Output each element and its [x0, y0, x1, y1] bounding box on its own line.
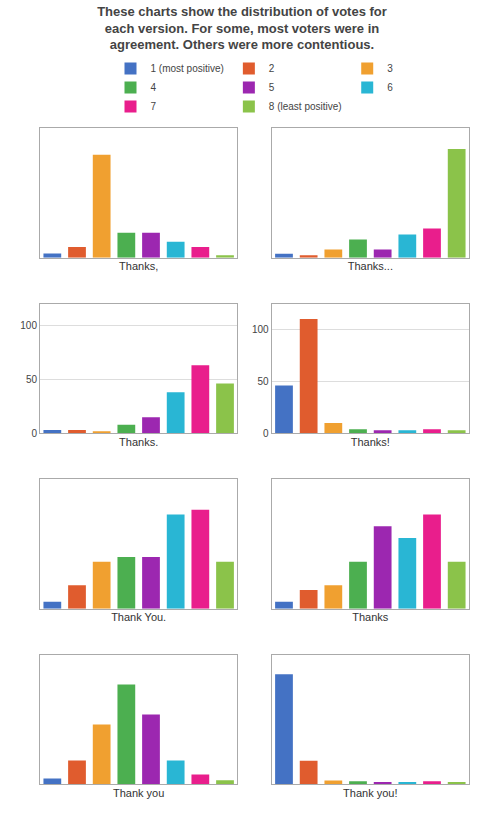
svg-text:Thanks...: Thanks... [348, 260, 393, 272]
svg-text:0: 0 [31, 428, 37, 439]
svg-text:6: 6 [387, 82, 393, 93]
svg-text:Thanks,: Thanks, [119, 260, 158, 272]
svg-text:Thanks.: Thanks. [119, 436, 158, 448]
svg-text:50: 50 [258, 376, 270, 387]
svg-text:1 (most positive): 1 (most positive) [151, 63, 224, 74]
svg-text:100: 100 [20, 320, 37, 331]
svg-text:0: 0 [263, 428, 269, 439]
svg-text:Thanks!: Thanks! [351, 436, 390, 448]
svg-text:100: 100 [252, 324, 269, 335]
svg-text:8 (least positive): 8 (least positive) [269, 101, 342, 112]
svg-text:3: 3 [387, 63, 393, 74]
svg-text:4: 4 [151, 82, 157, 93]
svg-text:50: 50 [26, 374, 38, 385]
svg-text:2: 2 [269, 63, 275, 74]
svg-text:Thank you!: Thank you! [343, 787, 397, 799]
svg-text:5: 5 [269, 82, 275, 93]
svg-text:Thanks: Thanks [352, 611, 389, 623]
svg-text:Thank You.: Thank You. [111, 611, 166, 623]
svg-text:Thank you: Thank you [113, 787, 164, 799]
svg-text:7: 7 [151, 101, 157, 112]
svg-text:These charts show the distribu: These charts show the distribution of vo… [97, 4, 387, 53]
